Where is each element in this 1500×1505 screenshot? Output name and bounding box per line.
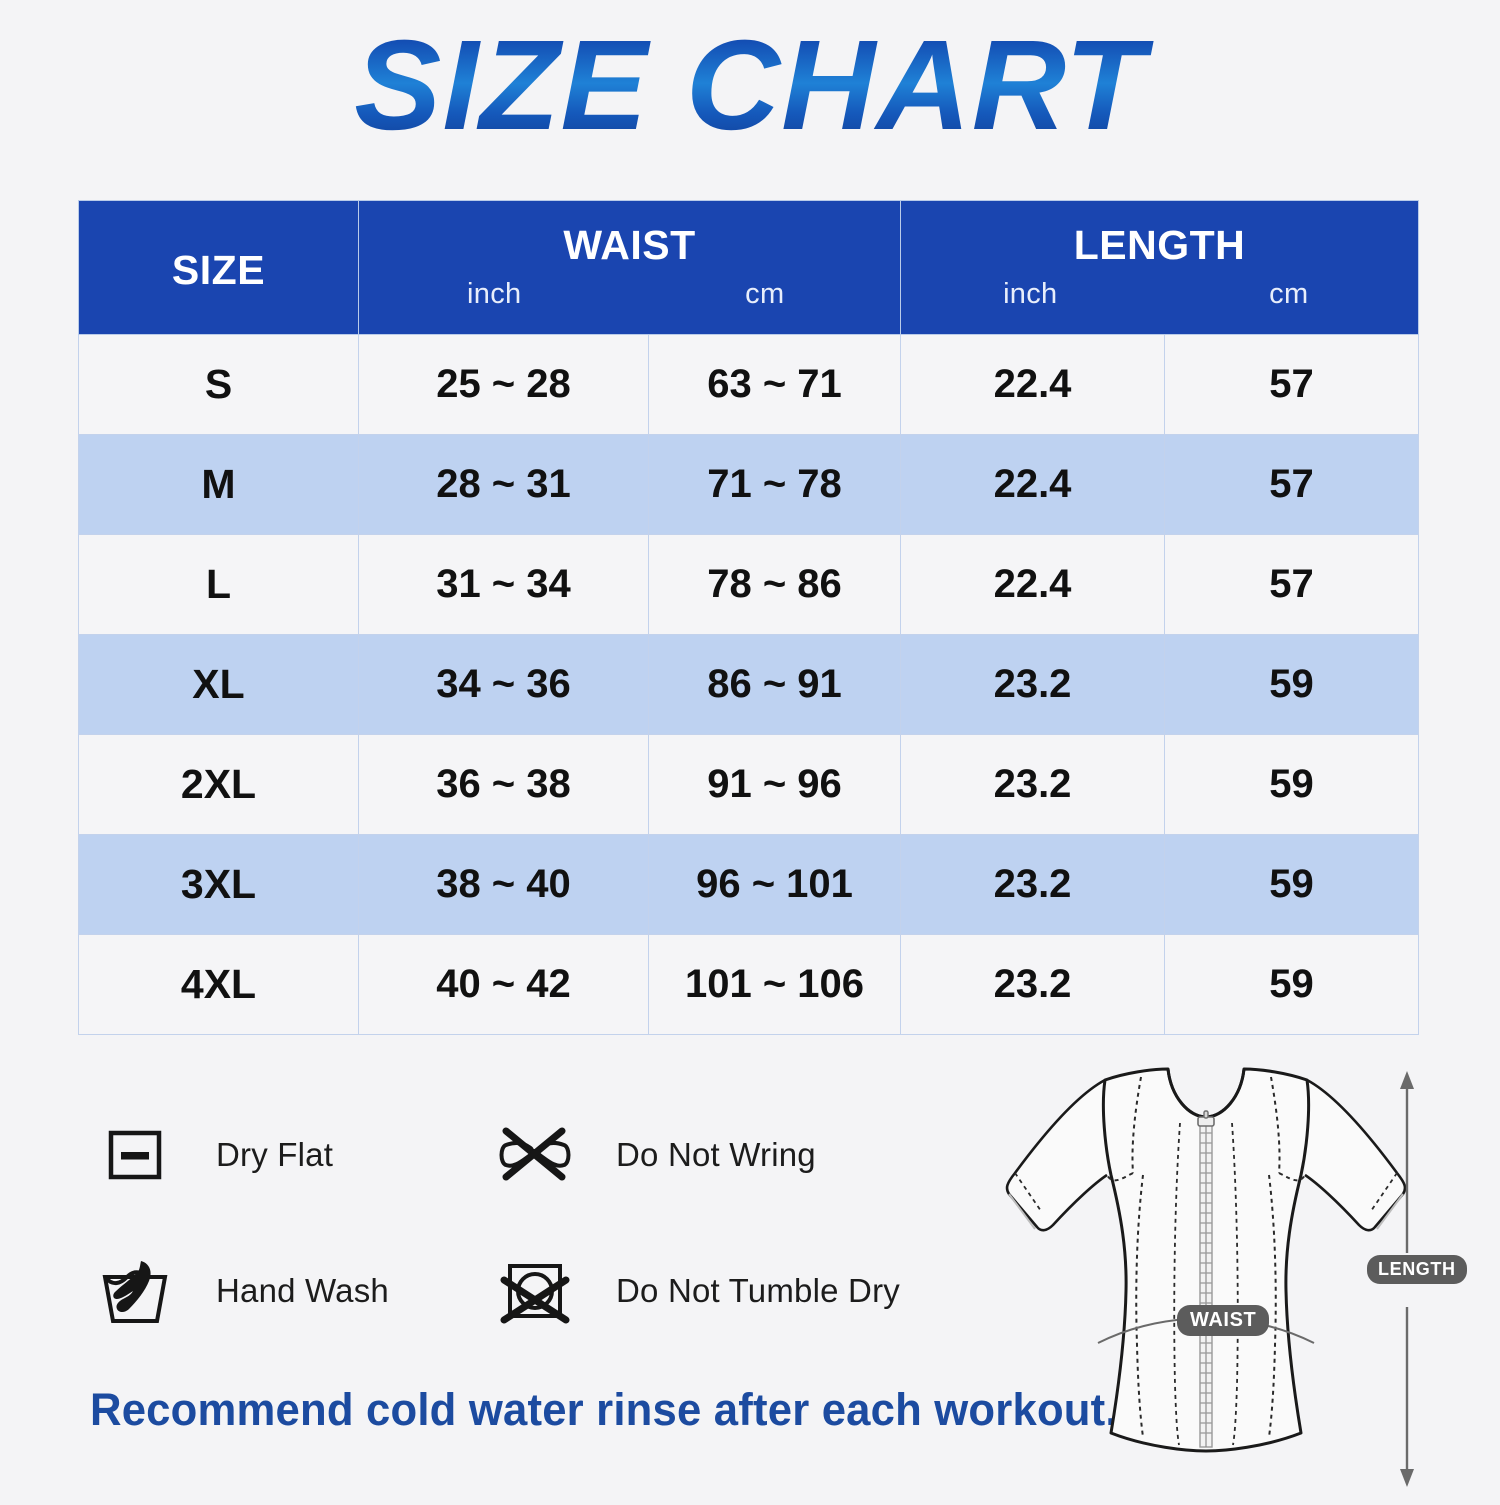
zipper-pull-icon: [1197, 1110, 1215, 1127]
column-header-size-label: SIZE: [171, 247, 266, 293]
size-cell: S: [78, 334, 359, 435]
page-title: SIZE CHART: [346, 18, 1154, 154]
waist-measure-label: WAIST: [1177, 1305, 1270, 1336]
hand-wash-icon: [92, 1248, 178, 1334]
dry-flat-icon: [92, 1112, 178, 1198]
waist-cm-cell: 78 ~ 86: [647, 534, 902, 635]
waist-unit-inch: inch: [467, 277, 522, 310]
page-title-container: SIZE CHART: [0, 18, 1500, 154]
length-inch-cell: 22.4: [900, 534, 1166, 635]
length-unit-cm: cm: [1269, 277, 1309, 310]
waist-units-row: inch cm: [359, 278, 900, 311]
size-cell: 2XL: [78, 734, 359, 835]
waist-inch-cell: 36 ~ 38: [358, 734, 649, 835]
waist-inch-cell: 40 ~ 42: [358, 934, 649, 1035]
column-header-waist: WAIST inch cm: [357, 200, 902, 335]
size-cell: XL: [78, 634, 359, 735]
length-cm-cell: 59: [1164, 834, 1420, 935]
care-row-2: Hand Wash Do Not Tumble Dry: [92, 1248, 992, 1334]
length-inch-cell: 23.2: [900, 734, 1166, 835]
column-header-length-label: LENGTH: [1073, 221, 1246, 268]
table-row: 3XL 38 ~ 40 96 ~ 101 23.2 59: [78, 834, 1420, 935]
waist-cm-cell: 86 ~ 91: [647, 634, 902, 735]
column-header-size: SIZE: [78, 200, 359, 335]
size-cell: 3XL: [78, 834, 359, 935]
size-cell: 4XL: [78, 934, 359, 1035]
care-label-dry-flat: Dry Flat: [216, 1136, 334, 1173]
care-item-hand-wash: Hand Wash: [92, 1248, 492, 1334]
care-item-do-not-wring: Do Not Wring: [492, 1112, 952, 1198]
waist-inch-cell: 25 ~ 28: [358, 334, 649, 435]
table-row: XL 34 ~ 36 86 ~ 91 23.2 59: [78, 634, 1420, 735]
length-cm-cell: 57: [1164, 334, 1420, 435]
table-body: S 25 ~ 28 63 ~ 71 22.4 57 M 28 ~ 31 71 ~ 78 22.4…: [78, 334, 1420, 1035]
size-chart-table: SIZE WAIST inch cm LENGTH inch cm S 25 ~ …: [78, 200, 1420, 1035]
table-row: L 31 ~ 34 78 ~ 86 22.4 57: [78, 534, 1420, 635]
waist-cm-cell: 101 ~ 106: [647, 934, 902, 1035]
waist-cm-cell: 96 ~ 101: [647, 834, 902, 935]
table-head: SIZE WAIST inch cm LENGTH inch cm: [78, 200, 1420, 335]
table-row: S 25 ~ 28 63 ~ 71 22.4 57: [78, 334, 1420, 435]
length-cm-cell: 59: [1164, 734, 1420, 835]
table-header-row: SIZE WAIST inch cm LENGTH inch cm: [78, 200, 1420, 335]
column-header-waist-label: WAIST: [563, 221, 696, 268]
length-measure-label: LENGTH: [1367, 1255, 1467, 1284]
do-not-tumble-dry-icon: [492, 1248, 578, 1334]
care-item-do-not-tumble-dry: Do Not Tumble Dry: [492, 1248, 952, 1334]
length-inch-cell: 22.4: [900, 434, 1166, 535]
length-cm-cell: 57: [1164, 534, 1420, 635]
length-inch-cell: 23.2: [900, 934, 1166, 1035]
waist-inch-cell: 28 ~ 31: [358, 434, 649, 535]
length-inch-cell: 22.4: [900, 334, 1166, 435]
garment-illustration: [1005, 1067, 1414, 1487]
waist-inch-cell: 34 ~ 36: [358, 634, 649, 735]
care-item-dry-flat: Dry Flat: [92, 1112, 492, 1198]
length-units-row: inch cm: [901, 278, 1418, 311]
care-label-do-not-tumble-dry: Do Not Tumble Dry: [616, 1272, 900, 1309]
length-cm-cell: 59: [1164, 934, 1420, 1035]
waist-cm-cell: 91 ~ 96: [647, 734, 902, 835]
length-cm-cell: 57: [1164, 434, 1420, 535]
care-instructions: Dry Flat Do Not Wring: [92, 1112, 992, 1384]
table-row: 2XL 36 ~ 38 91 ~ 96 23.2 59: [78, 734, 1420, 835]
recommendation-note: Recommend cold water rinse after each wo…: [90, 1384, 1118, 1435]
do-not-wring-icon: [492, 1112, 578, 1198]
waist-inch-cell: 31 ~ 34: [358, 534, 649, 635]
waist-unit-cm: cm: [745, 277, 785, 310]
length-inch-cell: 23.2: [900, 634, 1166, 735]
length-inch-cell: 23.2: [900, 834, 1166, 935]
care-row-1: Dry Flat Do Not Wring: [92, 1112, 992, 1198]
length-cm-cell: 59: [1164, 634, 1420, 735]
table-row: 4XL 40 ~ 42 101 ~ 106 23.2 59: [78, 934, 1420, 1035]
size-cell: L: [78, 534, 359, 635]
care-label-hand-wash: Hand Wash: [216, 1272, 389, 1309]
waist-inch-cell: 38 ~ 40: [358, 834, 649, 935]
waist-cm-cell: 71 ~ 78: [647, 434, 902, 535]
length-unit-inch: inch: [1003, 277, 1058, 310]
garment-diagram: WAIST LENGTH: [955, 1055, 1475, 1500]
table-row: M 28 ~ 31 71 ~ 78 22.4 57: [78, 434, 1420, 535]
waist-cm-cell: 63 ~ 71: [647, 334, 902, 435]
size-cell: M: [78, 434, 359, 535]
column-header-length: LENGTH inch cm: [900, 200, 1420, 335]
care-label-do-not-wring: Do Not Wring: [616, 1136, 816, 1173]
